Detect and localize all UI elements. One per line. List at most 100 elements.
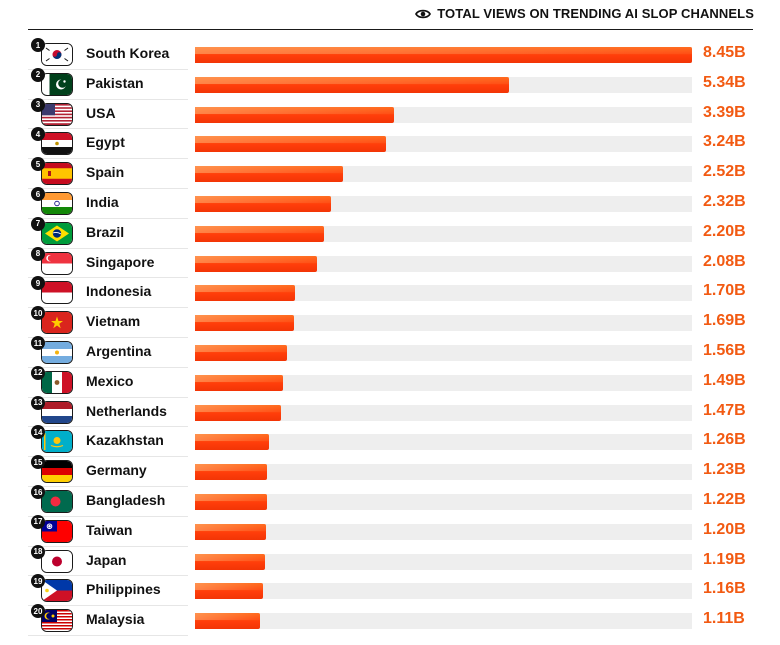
bar	[195, 196, 332, 212]
row-divider	[28, 158, 188, 160]
bar-track	[195, 76, 692, 93]
value-label: 2.20B	[703, 222, 746, 240]
bar-track	[195, 196, 692, 212]
bar	[195, 345, 287, 361]
rank-badge: 9	[31, 276, 45, 291]
rank-badge: 8	[31, 246, 45, 261]
bar	[195, 285, 295, 302]
row-divider	[28, 485, 188, 487]
bar	[195, 374, 283, 391]
bar-track	[195, 166, 692, 183]
row-divider	[28, 277, 188, 279]
flag-sg-icon	[41, 251, 73, 275]
chart-title: TOTAL VIEWS ON TRENDING AI SLOP CHANNELS	[437, 6, 754, 21]
flag-vn-icon	[41, 311, 73, 335]
row-divider	[28, 605, 188, 607]
rank-badge: 12	[31, 365, 45, 380]
bar	[195, 315, 295, 332]
flag-es-icon	[41, 162, 73, 186]
row-divider	[28, 575, 188, 577]
row-divider	[28, 426, 188, 428]
chart-row: 3 USA 3.39B	[0, 97, 780, 130]
bar-track	[195, 315, 692, 332]
country-label: Argentina	[86, 343, 152, 359]
bar	[195, 404, 282, 421]
flag-bd-icon	[41, 490, 73, 513]
bar-track	[195, 434, 692, 451]
rank-badge: 5	[31, 157, 45, 172]
chart-header: TOTAL VIEWS ON TRENDING AI SLOP CHANNELS	[415, 6, 754, 21]
rank-badge: 20	[31, 604, 45, 619]
bar-track	[195, 494, 692, 510]
bar	[195, 613, 261, 630]
row-divider	[28, 366, 188, 368]
flag-us-icon	[41, 102, 73, 126]
row-divider	[28, 98, 188, 100]
value-label: 1.19B	[703, 550, 746, 568]
bar-track	[195, 47, 692, 63]
flag-nl-icon	[41, 400, 73, 424]
value-label: 1.20B	[703, 520, 746, 538]
flag-pk-icon	[41, 72, 73, 96]
country-label: Brazil	[86, 223, 125, 240]
country-label: Indonesia	[86, 283, 152, 300]
value-label: 2.32B	[703, 193, 746, 210]
country-label: Malaysia	[86, 611, 145, 628]
rank-badge: 14	[31, 425, 45, 440]
bar-track	[195, 285, 692, 302]
country-label: Vietnam	[86, 313, 141, 330]
chart-row: 13 Netherlands 1.47B	[0, 395, 780, 428]
rank-badge: 18	[31, 544, 45, 559]
flag-in-icon	[41, 192, 73, 215]
flag-de-icon	[41, 460, 73, 484]
chart-row: 1 South Korea 8.45B	[0, 38, 780, 70]
bar-track	[195, 464, 692, 481]
value-label: 5.34B	[703, 73, 746, 91]
bar-track	[195, 553, 692, 570]
flag-kz-icon	[41, 430, 73, 454]
bar	[195, 464, 268, 481]
chart-row: 2 Pakistan 5.34B	[0, 67, 780, 100]
rank-badge: 10	[31, 306, 45, 321]
flag-ar-icon	[41, 341, 73, 364]
row-divider	[28, 217, 188, 219]
chart-row: 10 Vietnam 1.69B	[0, 306, 780, 338]
country-label: Bangladesh	[86, 492, 166, 508]
value-label: 1.70B	[703, 282, 746, 300]
flag-mx-icon	[41, 370, 73, 394]
value-label: 1.49B	[703, 371, 746, 389]
flag-my-icon	[41, 609, 73, 633]
value-label: 1.23B	[703, 461, 746, 479]
country-label: Philippines	[86, 581, 161, 598]
chart-row: 20 Malaysia 1.11B	[0, 604, 780, 636]
rank-badge: 17	[31, 514, 45, 529]
bar-track	[195, 374, 692, 391]
bar	[195, 494, 267, 510]
chart-row: 6 India 2.32B	[0, 187, 780, 219]
chart-row: 5 Spain 2.52B	[0, 157, 780, 189]
rank-badge: 7	[31, 216, 45, 231]
rank-badge: 11	[31, 336, 45, 350]
bar	[195, 76, 510, 93]
flag-jp-icon	[41, 549, 73, 573]
row-divider	[28, 68, 188, 70]
chart-row: 16 Bangladesh 1.22B	[0, 485, 780, 517]
rank-badge: 1	[31, 38, 45, 52]
country-label: India	[86, 194, 119, 210]
value-label: 8.45B	[703, 44, 746, 61]
row-divider	[28, 336, 188, 338]
value-label: 1.47B	[703, 401, 746, 419]
value-label: 1.26B	[703, 431, 746, 449]
rank-badge: 19	[31, 574, 45, 589]
bar-track	[195, 404, 692, 421]
country-label: USA	[86, 104, 116, 121]
flag-kr-icon	[41, 43, 73, 66]
value-label: 3.24B	[703, 133, 746, 151]
chart-row: 7 Brazil 2.20B	[0, 216, 780, 249]
row-divider	[28, 247, 188, 249]
rank-badge: 4	[31, 127, 45, 142]
flag-br-icon	[41, 221, 73, 245]
bar-track	[195, 523, 692, 540]
bar	[195, 255, 318, 272]
country-label: Mexico	[86, 372, 134, 389]
